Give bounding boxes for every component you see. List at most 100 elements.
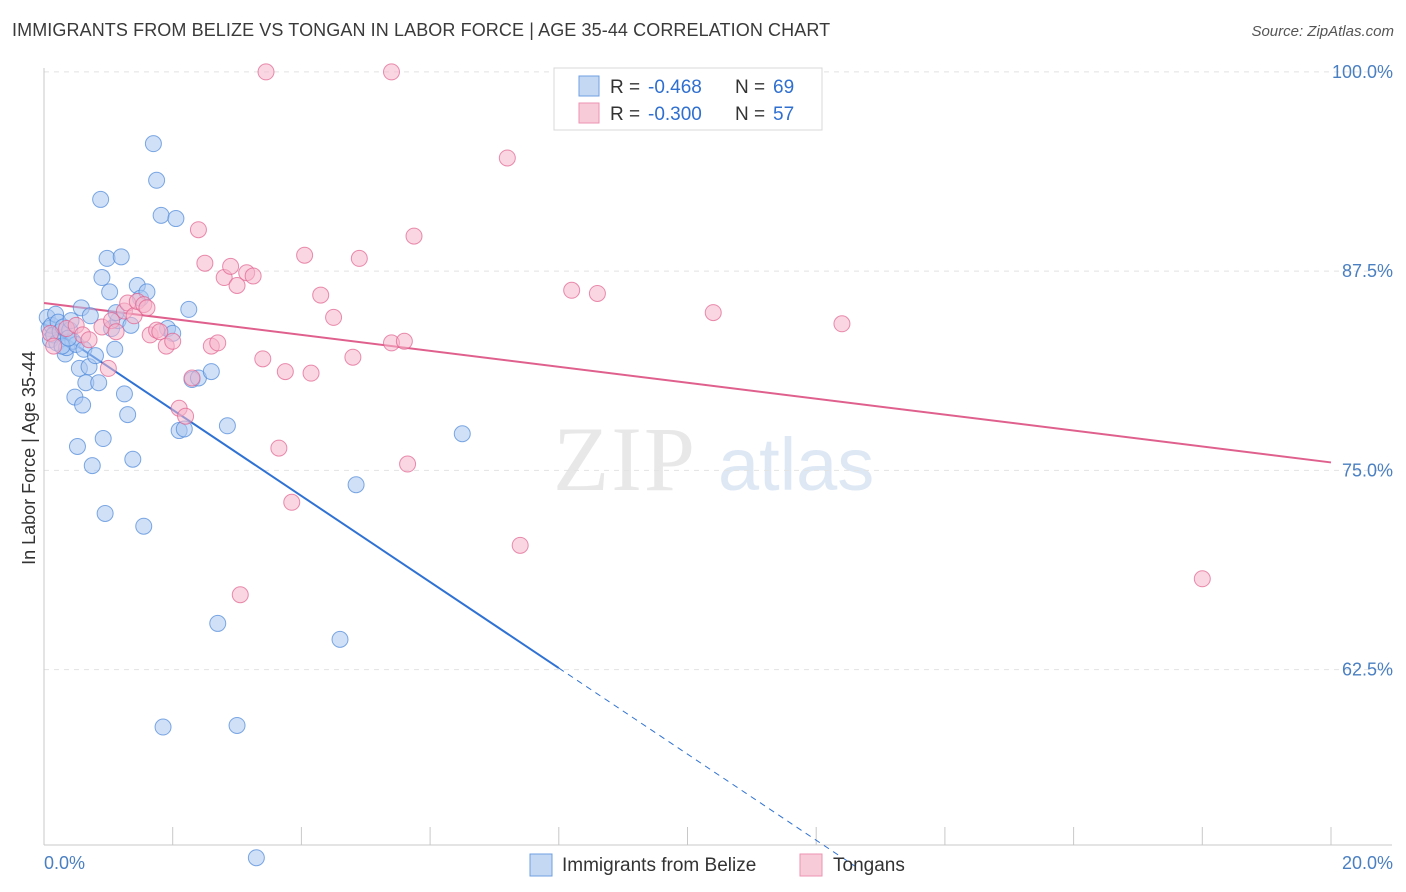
belize-point	[154, 718, 172, 736]
tongans-point	[270, 439, 288, 457]
tongans-point	[1193, 570, 1211, 588]
trend-lines	[43, 302, 1332, 867]
belize-point	[180, 300, 198, 318]
belize-point	[209, 614, 227, 632]
belize-point	[119, 406, 137, 424]
belize-trend-line-extension	[558, 667, 856, 867]
tongans-point	[588, 284, 606, 302]
belize-point	[96, 504, 114, 522]
tongans-point	[183, 369, 201, 387]
tongans-point	[222, 257, 240, 275]
axes	[43, 68, 1392, 846]
legend-swatch-belize	[578, 75, 600, 97]
tongans-point	[231, 586, 249, 604]
tongans-point	[511, 536, 529, 554]
gridlines: 100.0% 87.5% 75.0% 62.5%	[44, 62, 1393, 680]
tongans-point	[302, 364, 320, 382]
legend-r-value-belize: -0.468	[648, 77, 702, 98]
tongans-point	[138, 299, 156, 317]
x-tick-label-max: 20.0%	[1342, 853, 1393, 873]
belize-point	[98, 249, 116, 267]
legend-n-value-tongans: 57	[773, 104, 794, 125]
tongans-point	[350, 249, 368, 267]
tongans-point	[164, 332, 182, 350]
tongans-point	[209, 334, 227, 352]
belize-point	[135, 517, 153, 535]
watermark-zip: ZIP	[553, 408, 697, 510]
belize-trend-line	[43, 322, 560, 669]
belize-point	[106, 340, 124, 358]
tongans-point	[45, 337, 63, 355]
tongans-point	[196, 254, 214, 272]
legend-swatch-tongans	[578, 102, 600, 124]
tongans-point	[80, 331, 98, 349]
tongans-point	[563, 281, 581, 299]
belize-point	[94, 430, 112, 448]
belize-point	[92, 190, 110, 208]
series-legend: Immigrants from Belize Tongans	[529, 853, 905, 877]
tongans-point	[325, 308, 343, 326]
belize-point	[112, 248, 130, 266]
belize-point	[74, 396, 92, 414]
belize-point	[81, 307, 99, 325]
belize-point	[124, 450, 142, 468]
belize-point	[167, 210, 185, 228]
tongans-point	[399, 455, 417, 473]
belize-point	[90, 374, 108, 392]
belize-point	[83, 457, 101, 475]
y-tick-label: 100.0%	[1332, 62, 1393, 82]
tongans-point	[296, 246, 314, 264]
tongans-point	[151, 323, 169, 341]
tongans-point	[382, 63, 400, 81]
tongans-point	[244, 267, 262, 285]
tongans-point	[833, 315, 851, 333]
tongans-point	[405, 227, 423, 245]
series-legend-label-tongans[interactable]: Tongans	[833, 855, 905, 876]
belize-point	[347, 476, 365, 494]
legend-r-value-tongans: -0.300	[648, 104, 702, 125]
tongans-point	[395, 332, 413, 350]
belize-point	[202, 363, 220, 381]
belize-point	[453, 425, 471, 443]
chart-title: IMMIGRANTS FROM BELIZE VS TONGAN IN LABO…	[12, 20, 831, 40]
tongans-point	[177, 407, 195, 425]
tongans-point	[254, 350, 272, 368]
tongans-point	[704, 304, 722, 322]
legend-n-value-belize: 69	[773, 77, 794, 98]
correlation-legend: R = -0.468 N = 69 R = -0.300 N = 57	[553, 67, 823, 131]
tongans-point	[257, 63, 275, 81]
tongans-point	[99, 359, 117, 377]
belize-point	[218, 417, 236, 435]
tongans-point	[498, 149, 516, 167]
belize-point	[331, 630, 349, 648]
belize-point	[101, 283, 119, 301]
series-legend-label-belize[interactable]: Immigrants from Belize	[562, 855, 756, 876]
tongans-point	[276, 363, 294, 381]
belize-point	[68, 438, 86, 455]
belize-point	[247, 849, 265, 867]
y-tick-label: 87.5%	[1342, 261, 1393, 281]
legend-r-label-tongans: R =	[610, 104, 640, 125]
tongans-trend-line	[43, 302, 1332, 464]
tongans-point	[107, 323, 125, 341]
x-tick-label-min: 0.0%	[44, 853, 85, 873]
legend-r-label-belize: R =	[610, 77, 640, 98]
legend-n-label-belize: N =	[735, 77, 765, 98]
tongans-point	[312, 286, 330, 304]
belize-point	[144, 135, 162, 153]
tongans-point	[228, 277, 246, 295]
series-legend-swatch-tongans[interactable]	[799, 853, 823, 877]
data-points	[38, 63, 1211, 867]
belize-point	[115, 385, 133, 403]
legend-n-label-tongans: N =	[735, 104, 765, 125]
chart-source: Source: ZipAtlas.com	[1251, 23, 1394, 40]
tongans-point	[189, 221, 207, 239]
belize-point	[148, 171, 166, 189]
watermark-atlas: atlas	[718, 423, 874, 506]
y-axis-title: In Labor Force | Age 35-44	[19, 351, 39, 565]
tongans-point	[344, 348, 362, 366]
tongans-point	[283, 493, 301, 511]
series-legend-swatch-belize[interactable]	[529, 853, 553, 877]
belize-point	[152, 206, 170, 224]
